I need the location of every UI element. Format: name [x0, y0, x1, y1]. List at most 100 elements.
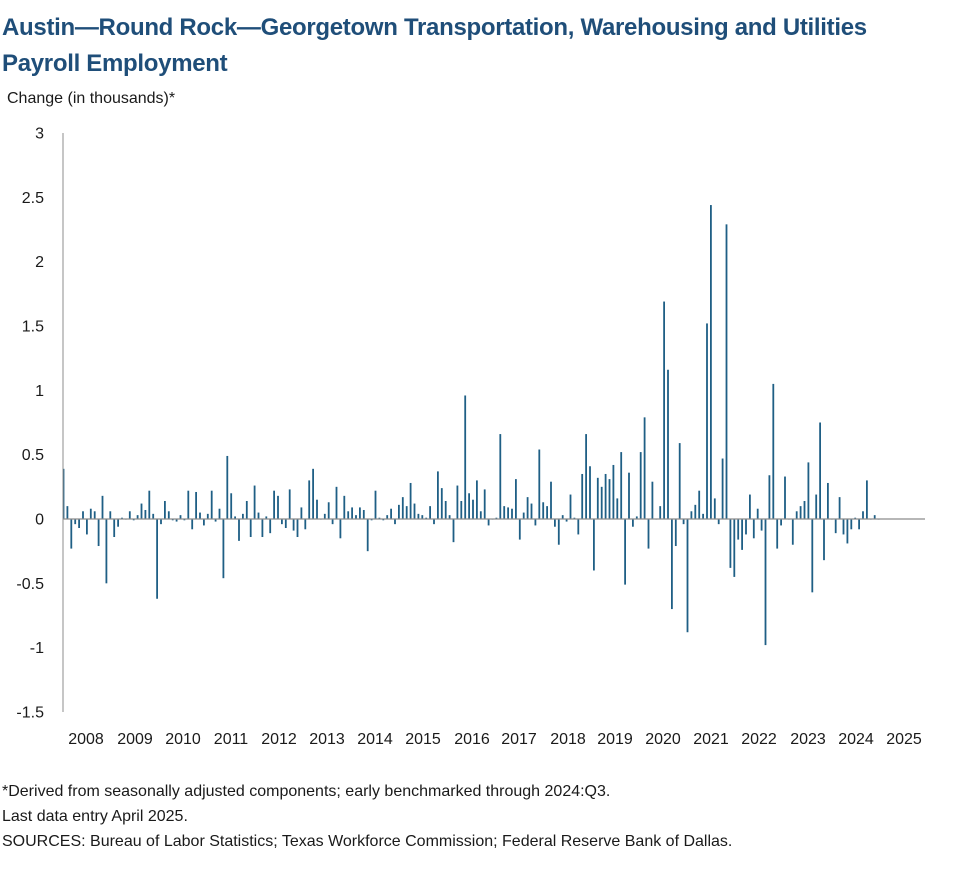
bar: [351, 507, 353, 519]
bar: [616, 498, 619, 519]
x-tick-label: 2023: [790, 731, 826, 748]
bar: [776, 519, 779, 549]
bar: [593, 519, 595, 571]
bar: [710, 205, 712, 520]
bar: [479, 511, 482, 519]
bar: [823, 519, 825, 561]
bar: [117, 519, 119, 527]
bar: [647, 519, 650, 549]
bar: [725, 224, 728, 519]
bar: [780, 519, 782, 526]
bar: [238, 519, 240, 541]
bar: [554, 519, 556, 527]
bar: [265, 516, 268, 519]
bar: [764, 519, 767, 646]
bar: [628, 472, 630, 519]
bar: [678, 443, 681, 519]
bar: [686, 519, 689, 633]
bar: [483, 489, 486, 519]
bar: [425, 517, 428, 519]
bar: [144, 509, 147, 519]
bar: [121, 517, 123, 519]
bar: [639, 452, 642, 519]
bar: [503, 506, 506, 519]
bar: [316, 499, 318, 519]
bar: [807, 462, 810, 519]
bar: [737, 519, 740, 540]
bar: [374, 490, 377, 519]
bar: [472, 499, 474, 519]
bar: [359, 507, 361, 519]
bar: [300, 507, 303, 519]
x-tick-label: 2013: [309, 731, 345, 748]
bar: [331, 519, 334, 525]
bar: [242, 513, 244, 519]
bar: [811, 519, 814, 593]
bar: [674, 519, 677, 547]
bar: [343, 495, 346, 519]
bar: [304, 519, 307, 530]
bar: [195, 491, 197, 519]
bar: [468, 493, 470, 519]
bar: [518, 519, 521, 540]
bar: [183, 519, 186, 521]
x-tick-label: 2019: [597, 731, 633, 748]
y-tick-label: 0: [35, 512, 44, 529]
bar: [499, 434, 502, 519]
bar: [659, 506, 662, 519]
footnote-last-entry: Last data entry April 2025.: [2, 808, 188, 825]
bar: [487, 519, 490, 526]
bar: [585, 434, 587, 519]
bar: [448, 515, 451, 519]
bar: [382, 519, 385, 521]
x-tick-label: 2018: [550, 731, 586, 748]
bar: [284, 519, 287, 529]
bar: [187, 490, 190, 519]
bar: [819, 422, 821, 519]
bar: [460, 500, 463, 519]
bar: [405, 506, 408, 519]
bar: [729, 519, 732, 568]
bar: [557, 519, 560, 545]
bar: [355, 515, 357, 519]
bar: [378, 517, 381, 519]
y-tick-label: -1.5: [16, 705, 44, 722]
bar: [511, 508, 513, 519]
bar: [113, 519, 116, 538]
bar: [214, 519, 217, 522]
bar: [97, 519, 100, 547]
bar: [417, 513, 420, 519]
bar: [210, 490, 213, 519]
bar: [733, 519, 736, 577]
chart-title: Austin—Round Rock—Georgetown Transportat…: [2, 10, 962, 82]
x-tick-label: 2021: [693, 731, 729, 748]
y-tick-label: 2: [35, 254, 44, 271]
bar: [495, 517, 498, 519]
bar: [569, 494, 572, 519]
bar: [101, 495, 104, 519]
bar: [476, 480, 478, 519]
bar: [838, 497, 841, 519]
bar: [78, 519, 80, 529]
bar: [323, 513, 326, 519]
bar: [581, 473, 584, 519]
bar: [339, 519, 342, 539]
x-tick-label: 2017: [501, 731, 537, 748]
bar: [128, 511, 131, 519]
bar: [768, 475, 771, 519]
x-tick-label: 2014: [357, 731, 393, 748]
bar: [608, 479, 611, 519]
bar: [132, 519, 135, 521]
bar: [620, 452, 623, 519]
bar: [643, 417, 646, 519]
bar: [249, 519, 252, 538]
bar: [429, 506, 431, 519]
bar: [596, 477, 599, 519]
bar: [390, 508, 392, 519]
bar: [86, 519, 88, 535]
y-tick-label: 1: [35, 383, 44, 400]
bar: [362, 509, 365, 519]
bar: [464, 395, 467, 519]
bar: [702, 513, 704, 519]
bar: [546, 506, 548, 519]
